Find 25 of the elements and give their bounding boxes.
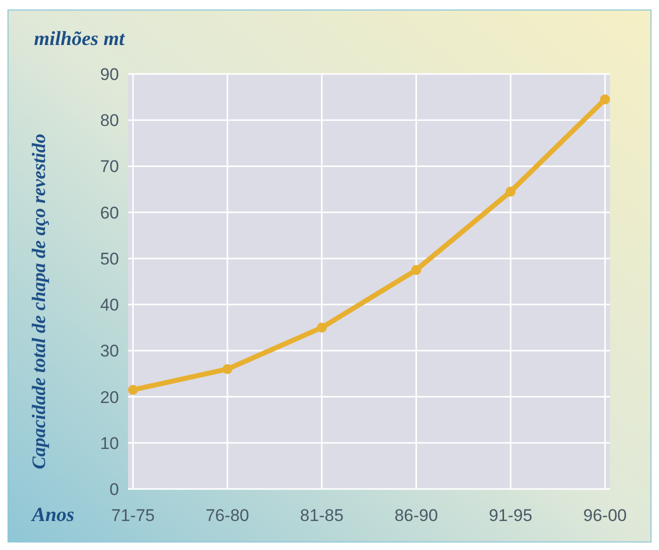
x-tick-label: 96-00 (583, 506, 627, 525)
point (600, 94, 610, 104)
y-tick-label: 50 (100, 249, 119, 268)
chart-title: milhões mt (34, 28, 126, 50)
y-tick-label: 10 (100, 434, 119, 453)
y-tick-label: 0 (110, 480, 119, 499)
y-tick-label: 60 (100, 203, 119, 222)
x-tick-label: 81-85 (300, 506, 344, 525)
point (128, 384, 138, 395)
y-tick-label: 40 (100, 296, 119, 315)
x-tick-label: 71-75 (111, 506, 155, 525)
y-tick-label: 70 (100, 157, 119, 176)
point (316, 322, 327, 333)
x-axis-title: Anos (30, 504, 74, 526)
x-tick-label: 91-95 (488, 506, 532, 525)
y-tick-label: 20 (100, 388, 119, 407)
y-axis-title: Capacidade total de chapa de aço revestido (29, 134, 50, 470)
x-tick-label: 76-80 (206, 506, 250, 525)
point (506, 186, 516, 197)
y-tick-label: 80 (100, 111, 119, 130)
y-tick-label: 90 (100, 65, 119, 84)
y-tick-label: 30 (100, 342, 119, 361)
point (411, 264, 422, 275)
point (222, 364, 232, 374)
x-tick-label: 86-90 (394, 506, 438, 525)
